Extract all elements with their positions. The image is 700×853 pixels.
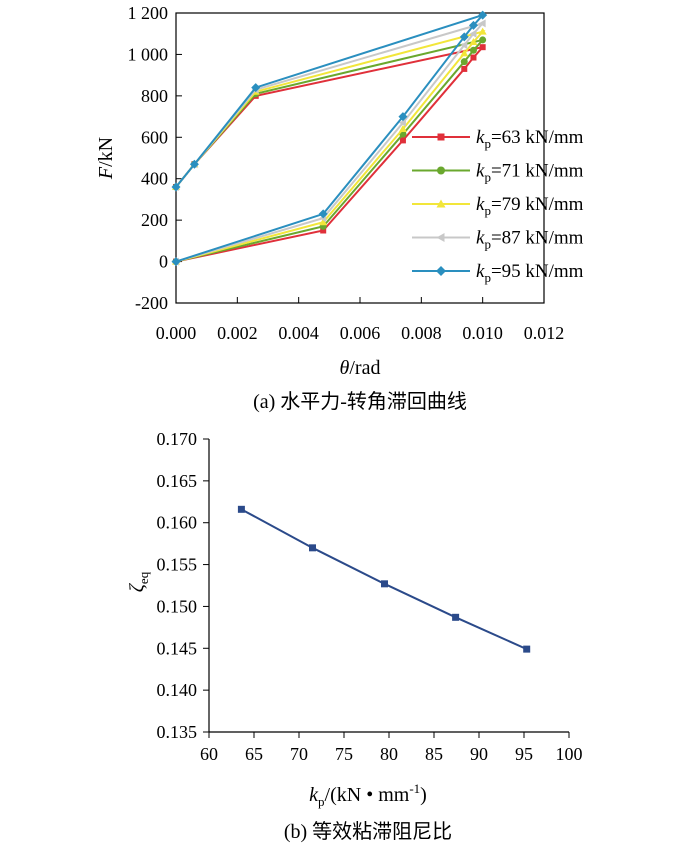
y-tick-label: 400 — [141, 169, 168, 189]
data-point — [318, 209, 328, 219]
x-tick-label: 75 — [335, 744, 353, 764]
legend: kp=63 kN/mm kp=71 kN/mm kp=79 kN/mm kp=87 k… — [412, 127, 584, 285]
data-point — [469, 46, 477, 54]
data-point — [251, 83, 261, 93]
data-point — [309, 544, 316, 552]
data-point — [171, 182, 181, 192]
data-point — [398, 112, 408, 122]
x-tick-label: 80 — [380, 744, 398, 764]
y-tick-label: 600 — [141, 127, 168, 147]
data-point — [381, 580, 388, 588]
y-tick-label: 0.140 — [157, 680, 198, 700]
legend-item: kp=87 kN/mm — [412, 228, 584, 252]
data-point — [460, 41, 468, 50]
legend-label: kp=87 kN/mm — [476, 228, 584, 252]
data-point — [452, 613, 460, 621]
data-point — [468, 20, 478, 30]
data-point — [479, 36, 487, 44]
data-point — [478, 10, 488, 20]
data-point — [320, 227, 327, 234]
data-point — [398, 118, 406, 127]
legend-marker — [437, 166, 445, 175]
y-tick-label: 1 200 — [128, 3, 169, 23]
caption-b: (b) 等效粘滞阻尼比 — [284, 820, 452, 843]
x-axis-label: kp/(kN • mm-1) — [309, 781, 427, 809]
x-tick-label: 95 — [515, 744, 533, 764]
y-tick-label: 0.160 — [157, 513, 198, 533]
series-5 — [171, 10, 488, 267]
legend-label: kp=79 kN/mm — [476, 194, 584, 218]
x-tick-label: 0.006 — [340, 323, 381, 343]
series-line — [175, 21, 486, 263]
x-tick-label: 60 — [200, 744, 218, 764]
y-tick-label: 0.150 — [157, 596, 198, 616]
axes: 0.135 0.140 0.145 0.150 0.155 0.160 0.165 0.170… — [157, 429, 583, 764]
data-point — [523, 645, 531, 653]
data-point — [237, 505, 245, 513]
y-axis-label: ζeq — [126, 571, 151, 592]
series-1 — [237, 505, 531, 653]
data-point — [171, 257, 181, 267]
data-point — [478, 27, 487, 35]
plot-frame — [175, 12, 545, 304]
x-tick-label: 0.004 — [278, 323, 319, 343]
x-tick-label: 100 — [556, 744, 583, 764]
x-tick-label: 90 — [470, 744, 488, 764]
y-tick-label: -200 — [135, 293, 168, 313]
data-point — [460, 58, 468, 66]
x-tick-label: 0.002 — [217, 323, 258, 343]
damping-chart: 0.135 0.140 0.145 0.150 0.155 0.160 0.165 0.170… — [126, 429, 583, 843]
series-line — [240, 508, 528, 651]
legend-item: kp=71 kN/mm — [412, 161, 584, 185]
legend-marker — [437, 133, 445, 141]
data-point — [189, 159, 199, 169]
y-axis-label: F/kN — [95, 137, 117, 180]
y-tick-label: 0.170 — [157, 429, 198, 449]
legend-marker — [436, 199, 446, 208]
hysteresis-chart: -200 0 200 400 600 800 1 000 1 200 0.000 0.002 0.0… — [95, 3, 584, 413]
x-axis-label: θ/rad — [340, 357, 381, 379]
x-tick-label: 0.000 — [156, 323, 197, 343]
y-tick-label: 0.165 — [157, 471, 198, 491]
x-tick-label: 0.012 — [524, 323, 565, 343]
x-tick-label: 70 — [290, 744, 308, 764]
y-tick-label: 0.145 — [157, 638, 198, 658]
legend-marker — [436, 266, 446, 276]
y-tick-label: 0.155 — [157, 555, 198, 575]
data-point — [460, 49, 469, 57]
x-tick-label: 0.008 — [401, 323, 442, 343]
data-point — [398, 125, 407, 132]
axes: -200 0 200 400 600 800 1 000 1 200 0.000 0.002 0.0… — [128, 3, 565, 343]
y-tick-label: 1 000 — [128, 44, 169, 64]
data-point — [478, 19, 486, 28]
legend-item: kp=95 kN/mm — [412, 261, 584, 285]
y-tick-label: 0.135 — [157, 722, 198, 742]
legend-marker — [436, 233, 445, 242]
series-group — [171, 10, 488, 267]
legend-label: kp=95 kN/mm — [476, 261, 584, 285]
legend-label: kp=63 kN/mm — [476, 127, 584, 151]
data-point — [470, 54, 477, 61]
legend-item: kp=63 kN/mm — [412, 127, 584, 151]
y-tick-label: 200 — [141, 210, 168, 230]
data-point — [461, 65, 468, 72]
x-tick-label: 0.010 — [462, 323, 503, 343]
x-tick-label: 85 — [425, 744, 443, 764]
legend-item: kp=79 kN/mm — [412, 194, 584, 218]
y-tick-label: 0 — [159, 252, 168, 272]
x-tick-label: 65 — [245, 744, 263, 764]
legend-label: kp=71 kN/mm — [476, 161, 584, 185]
caption-a: (a) 水平力-转角滞回曲线 — [253, 390, 467, 413]
data-point — [399, 137, 406, 144]
data-point — [479, 44, 486, 51]
data-point — [469, 38, 478, 45]
data-point — [459, 32, 469, 42]
series-line — [175, 29, 486, 263]
y-tick-label: 800 — [141, 86, 168, 106]
data-point — [469, 29, 477, 38]
series-group — [237, 505, 531, 653]
data-point — [319, 218, 328, 226]
